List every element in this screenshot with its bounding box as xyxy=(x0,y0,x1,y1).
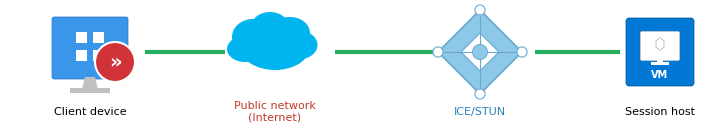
Text: Public network
(Internet): Public network (Internet) xyxy=(234,101,316,123)
Ellipse shape xyxy=(227,36,263,62)
FancyBboxPatch shape xyxy=(626,18,694,86)
Circle shape xyxy=(475,89,485,99)
Bar xyxy=(76,32,87,43)
Ellipse shape xyxy=(283,31,318,59)
Ellipse shape xyxy=(270,17,310,49)
Bar xyxy=(70,88,110,93)
Bar xyxy=(651,62,669,65)
Bar xyxy=(657,59,663,65)
FancyBboxPatch shape xyxy=(640,31,679,60)
Ellipse shape xyxy=(240,24,310,70)
Polygon shape xyxy=(656,38,664,50)
Bar xyxy=(93,32,104,43)
FancyBboxPatch shape xyxy=(52,17,128,79)
Circle shape xyxy=(517,47,527,57)
Text: »: » xyxy=(109,53,121,72)
Ellipse shape xyxy=(232,19,274,55)
Circle shape xyxy=(473,44,487,60)
Text: Session host: Session host xyxy=(625,107,695,117)
Circle shape xyxy=(475,5,485,15)
Ellipse shape xyxy=(251,12,289,42)
Circle shape xyxy=(95,42,135,82)
Bar xyxy=(76,50,87,61)
Text: Client device: Client device xyxy=(54,107,126,117)
Text: VM: VM xyxy=(652,70,668,80)
Polygon shape xyxy=(461,33,499,71)
Circle shape xyxy=(433,47,443,57)
Polygon shape xyxy=(438,10,522,94)
Bar xyxy=(93,50,104,61)
Polygon shape xyxy=(82,77,98,89)
Text: ICE/STUN: ICE/STUN xyxy=(454,107,506,117)
